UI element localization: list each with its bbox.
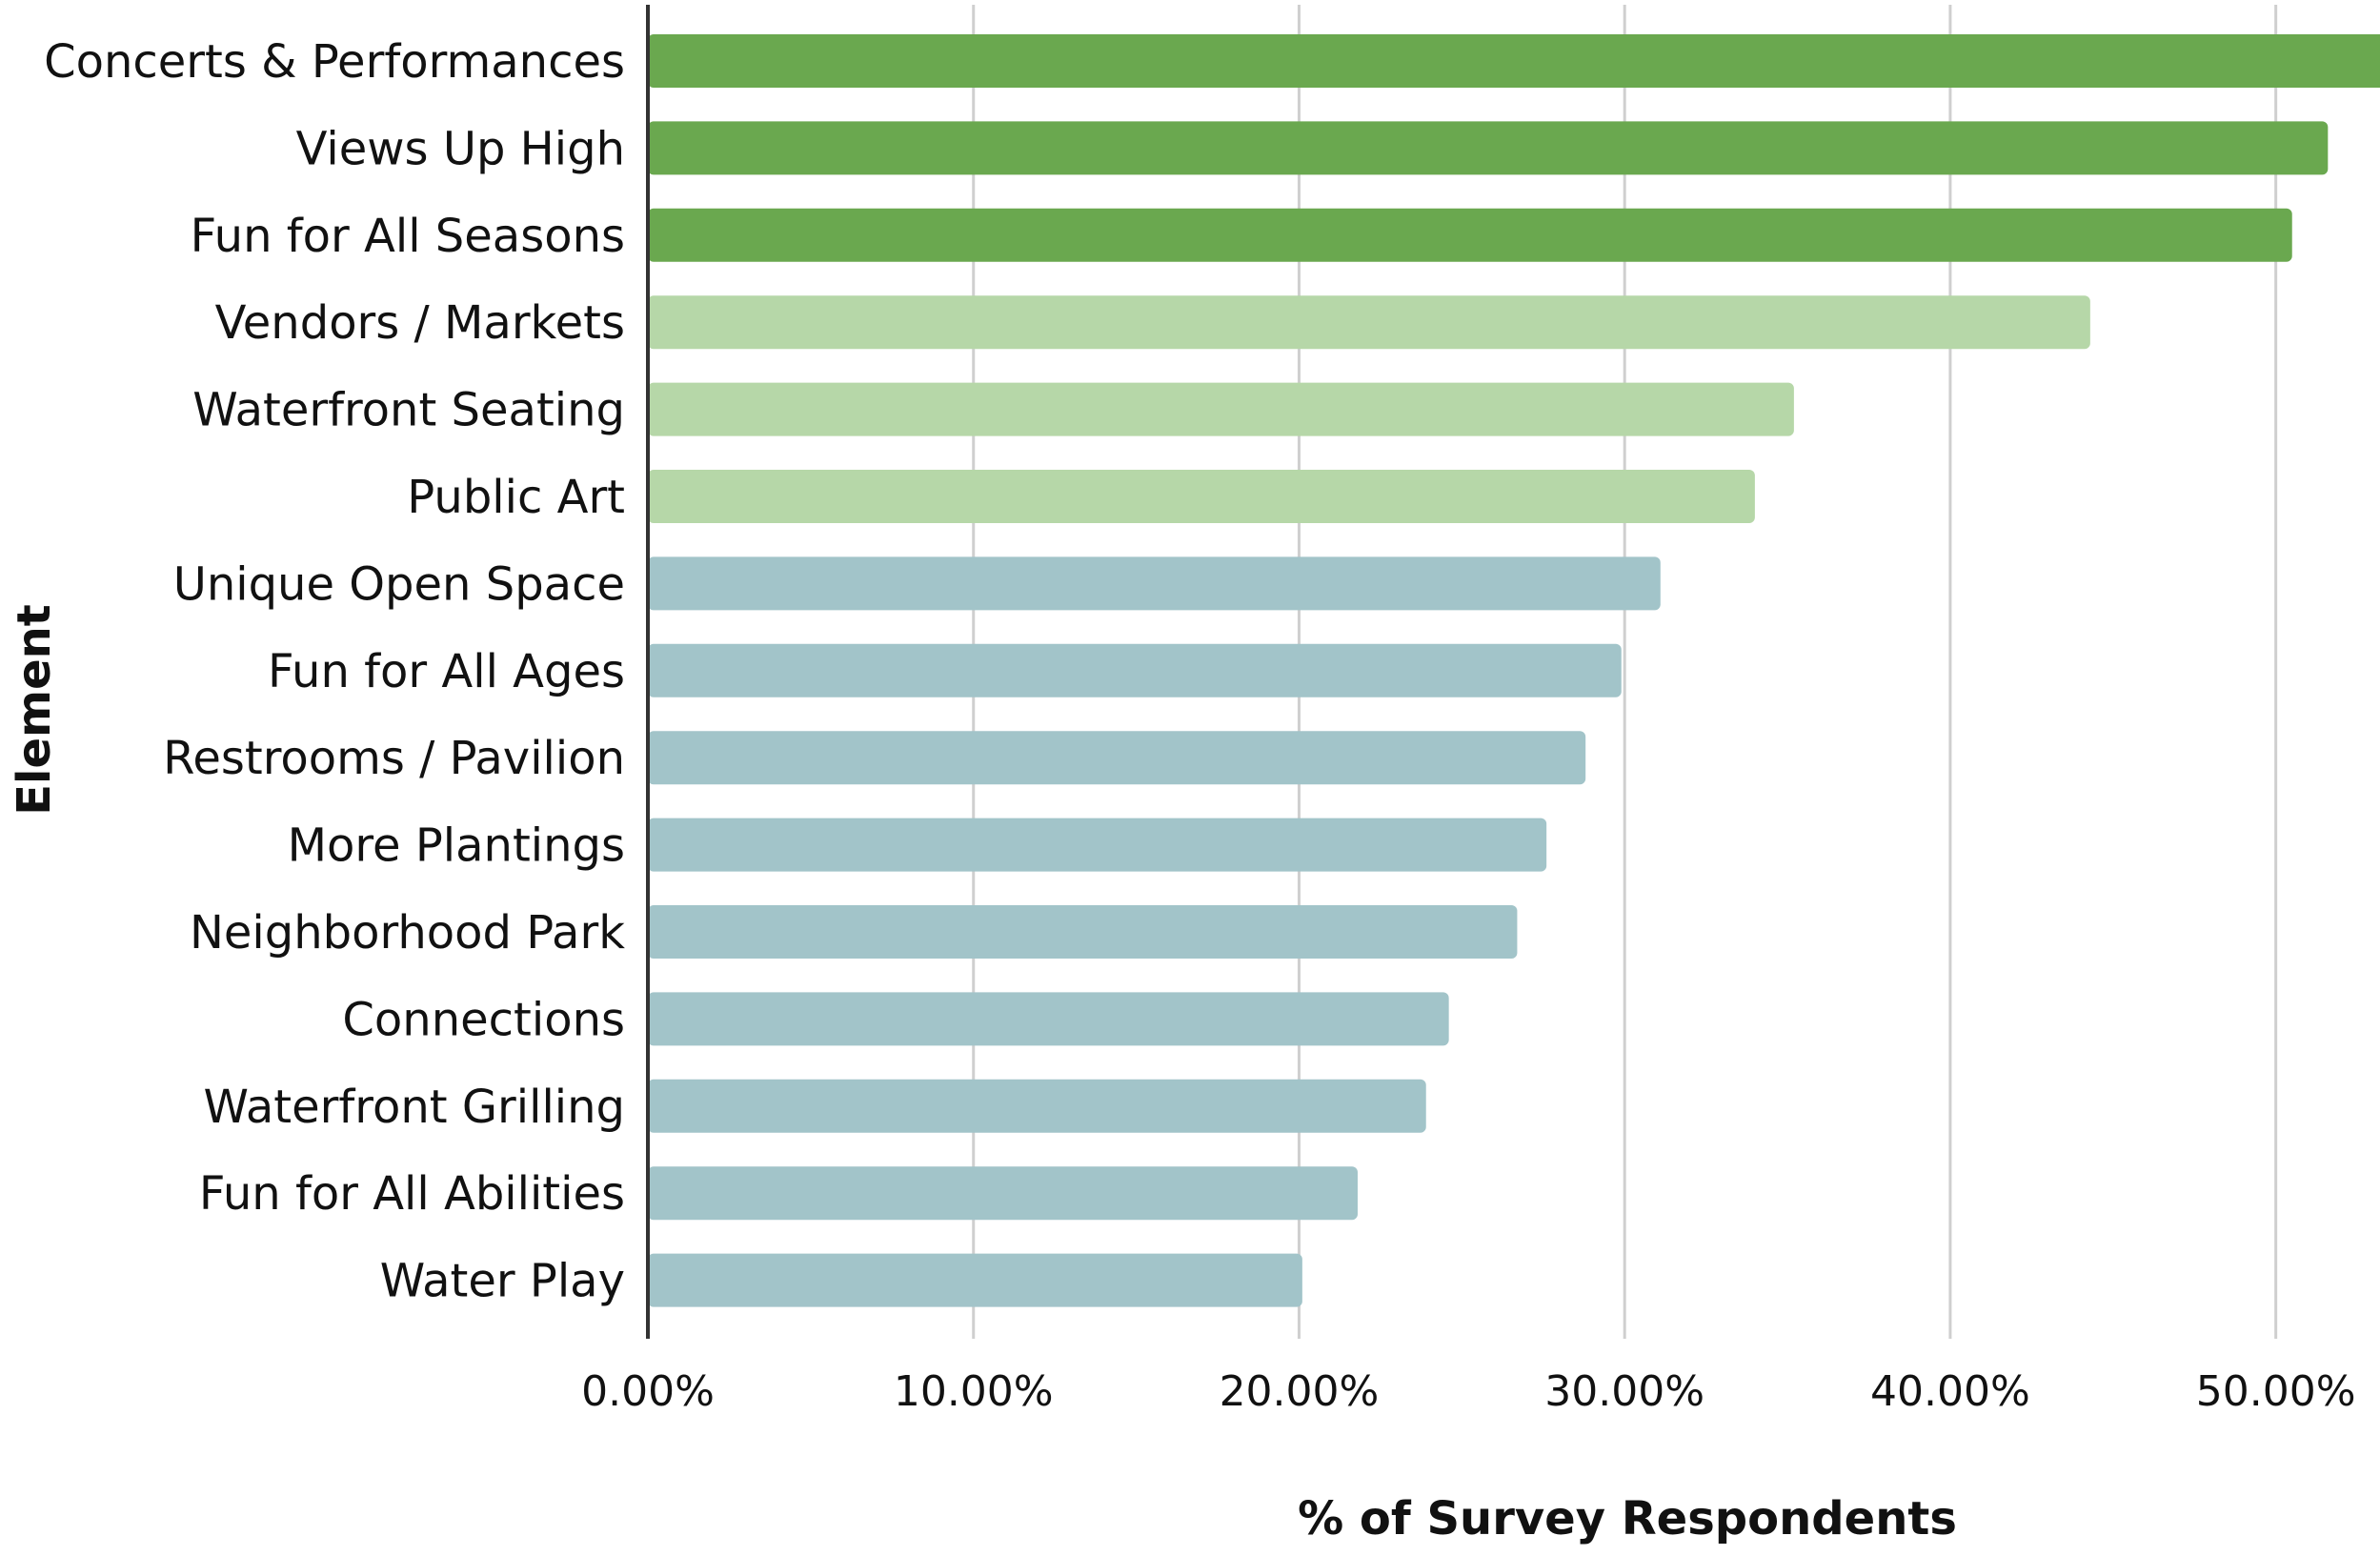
x-tick-labels: 0.00% 10.00% 20.00% 30.00% 40.00% 50.00%	[581, 1367, 2355, 1416]
x-tick-label: 30.00%	[1544, 1367, 1704, 1416]
bar	[648, 731, 1586, 785]
bar	[648, 121, 2329, 175]
bar	[648, 208, 2292, 262]
category-label: Concerts & Performances	[44, 35, 625, 89]
category-label: Neighborhood Park	[190, 906, 625, 960]
bar	[648, 818, 1547, 872]
category-label: Fun for All Seasons	[191, 210, 625, 263]
x-tick-label: 20.00%	[1220, 1367, 1380, 1416]
category-labels: Concerts & Performances Views Up High Fun …	[44, 35, 625, 1308]
bar	[648, 643, 1622, 697]
category-label: More Plantings	[288, 819, 625, 873]
bar	[648, 382, 1794, 436]
bar	[648, 1166, 1358, 1221]
bar	[648, 905, 1518, 959]
x-axis-title: % of Survey Respondents	[1298, 1492, 1957, 1546]
bars	[648, 34, 2380, 1307]
category-label: Views Up High	[296, 122, 625, 175]
x-tick-label: 40.00%	[1870, 1367, 2030, 1416]
category-label: Waterfront Grilling	[204, 1081, 626, 1134]
x-tick-label: 0.00%	[581, 1367, 715, 1416]
category-label: Fun for All Abilities	[199, 1167, 625, 1221]
x-tick-label: 10.00%	[894, 1367, 1054, 1416]
bar	[648, 470, 1755, 523]
category-label: Unique Open Space	[173, 557, 625, 611]
category-label: Restrooms / Pavilion	[163, 732, 625, 785]
category-label: Connections	[342, 993, 625, 1046]
category-label: Vendors / Markets	[215, 296, 625, 350]
bar	[648, 295, 2090, 350]
bar	[648, 1253, 1302, 1307]
bar	[648, 1079, 1426, 1133]
bar	[648, 34, 2380, 88]
y-axis-title: Element	[8, 604, 61, 815]
category-label: Public Art	[407, 471, 625, 524]
bar	[648, 556, 1661, 611]
category-label: Water Play	[380, 1255, 625, 1308]
category-label: Waterfront Seating	[192, 384, 625, 437]
bar	[648, 992, 1449, 1046]
category-label: Fun for All Ages	[268, 645, 625, 698]
x-tick-label: 50.00%	[2196, 1367, 2356, 1416]
